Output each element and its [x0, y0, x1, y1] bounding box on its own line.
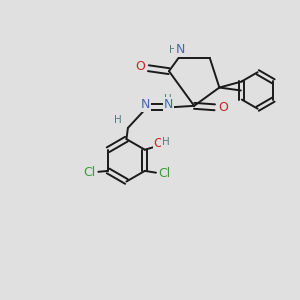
Text: N: N [164, 98, 173, 111]
Text: N: N [141, 98, 150, 111]
Text: Cl: Cl [83, 166, 95, 179]
Text: O: O [135, 60, 145, 73]
Text: H: H [162, 137, 170, 147]
Text: N: N [176, 43, 185, 56]
Text: O: O [218, 101, 228, 114]
Text: Cl: Cl [159, 167, 171, 180]
Text: H: H [164, 94, 172, 104]
Text: H: H [114, 115, 122, 125]
Text: O: O [154, 137, 164, 150]
Text: H: H [169, 45, 177, 55]
